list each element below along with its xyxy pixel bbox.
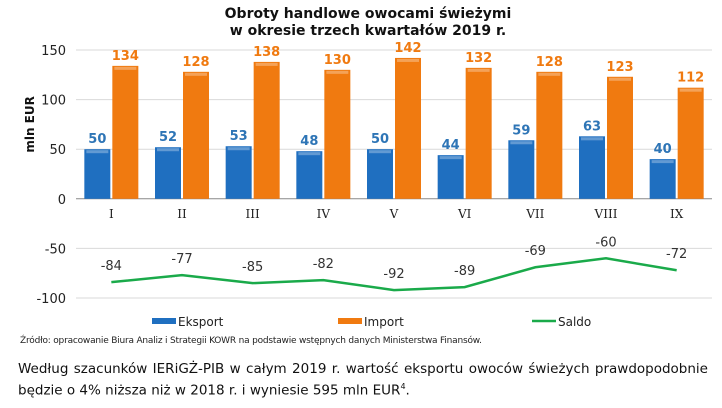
bar-data-label: 63: [583, 119, 601, 134]
chart-title-line: w okresie trzech kwartałów 2019 r.: [230, 23, 506, 39]
line-data-label: -92: [383, 267, 404, 282]
bar-import: [183, 71, 209, 199]
x-tick-label: II: [177, 207, 187, 221]
bar-highlight: [609, 77, 631, 81]
bar-highlight: [467, 68, 490, 72]
x-tick-label: IV: [317, 207, 331, 221]
bar-data-label: 59: [512, 123, 530, 138]
y-axis-label: mln EUR: [23, 96, 37, 153]
bar-data-label: 123: [606, 60, 633, 75]
bar-data-label: 50: [88, 132, 106, 147]
x-tick-label: V: [389, 207, 399, 221]
source-note: Źródło: opracowanie Biura Analiz i Strat…: [20, 336, 482, 346]
bar-highlight: [651, 160, 674, 164]
bar-import: [395, 57, 421, 199]
line-data-label: -69: [525, 244, 546, 259]
line-data-label: -82: [313, 257, 334, 272]
bar-data-label: 132: [465, 51, 492, 66]
y-tick-label: -50: [45, 242, 66, 257]
bar-import: [112, 65, 139, 199]
y-tick-label: 0: [58, 193, 66, 208]
footnote-ref[interactable]: 4: [400, 382, 406, 391]
bar-eksport: [367, 149, 393, 199]
bar-highlight: [510, 141, 533, 145]
bar-highlight: [679, 88, 702, 92]
bar-highlight: [86, 150, 109, 154]
bar-eksport: [225, 146, 252, 199]
bar-highlight: [581, 137, 603, 141]
bar-eksport: [649, 159, 676, 199]
bar-import: [536, 71, 563, 199]
bar-data-label: 53: [230, 129, 248, 144]
bar-eksport: [296, 151, 323, 199]
bar-highlight: [439, 156, 462, 160]
bar-data-label: 134: [112, 49, 139, 64]
bar-data-label: 138: [253, 45, 280, 60]
bar-import: [677, 87, 704, 199]
x-tick-label: VII: [525, 207, 544, 221]
paragraph: Według szacunków IERiGŻ-PIB w całym 2019…: [18, 360, 708, 400]
bar-highlight: [298, 152, 321, 156]
bar-data-label: 50: [371, 132, 389, 147]
y-tick-label: 100: [41, 94, 66, 109]
bar-eksport: [579, 136, 605, 199]
line-data-label: -89: [454, 264, 475, 279]
bar-highlight: [369, 150, 391, 154]
legend-label: Import: [364, 315, 404, 329]
bar-highlight: [397, 58, 419, 62]
bar-eksport: [508, 140, 535, 199]
paragraph-end: .: [405, 382, 410, 399]
bar-data-label: 130: [324, 53, 351, 68]
bar-data-label: 128: [536, 55, 563, 70]
x-tick-label: VIII: [594, 207, 618, 221]
y-tick-label: 50: [49, 143, 66, 158]
bar-eksport: [84, 149, 111, 199]
bar-highlight: [538, 72, 561, 76]
paragraph-text: Według szacunków IERiGŻ-PIB w całym 2019…: [18, 361, 708, 399]
bar-data-label: 128: [182, 55, 209, 70]
y-tick-label: -100: [36, 292, 66, 307]
legend-swatch-eksport: [152, 318, 176, 324]
bar-highlight: [185, 72, 207, 76]
bar-data-label: 112: [677, 71, 704, 86]
legend-label: Saldo: [558, 315, 591, 329]
y-tick-label: 150: [41, 44, 66, 59]
bar-highlight: [114, 66, 137, 70]
bar-import: [607, 76, 633, 199]
line-data-label: -84: [101, 259, 122, 274]
bar-import: [324, 69, 351, 199]
saldo-line: [111, 257, 677, 292]
x-tick-label: I: [109, 207, 114, 221]
bar-highlight: [157, 148, 179, 152]
chart-title-line: Obroty handlowe owocami świeżymi: [225, 6, 512, 22]
legend-label: Eksport: [178, 315, 224, 329]
bar-data-label: 142: [394, 41, 421, 56]
x-tick-label: VI: [457, 207, 472, 221]
bar-eksport: [437, 155, 464, 199]
bar-highlight: [227, 147, 250, 151]
bar-data-label: 44: [442, 138, 460, 153]
bar-highlight: [326, 70, 349, 74]
x-tick-label: III: [246, 207, 260, 221]
x-tick-label: IX: [670, 207, 684, 221]
line-data-label: -72: [666, 247, 687, 262]
legend-swatch-import: [338, 318, 362, 324]
line-data-label: -77: [171, 252, 192, 267]
bar-import: [465, 67, 492, 199]
bar-data-label: 48: [300, 134, 318, 149]
bar-import: [253, 61, 280, 199]
line-data-label: -85: [242, 260, 263, 275]
line-data-label: -60: [595, 235, 616, 250]
bar-eksport: [155, 147, 181, 199]
bar-data-label: 52: [159, 130, 177, 145]
bar-highlight: [255, 62, 278, 66]
bar-data-label: 40: [654, 142, 672, 157]
